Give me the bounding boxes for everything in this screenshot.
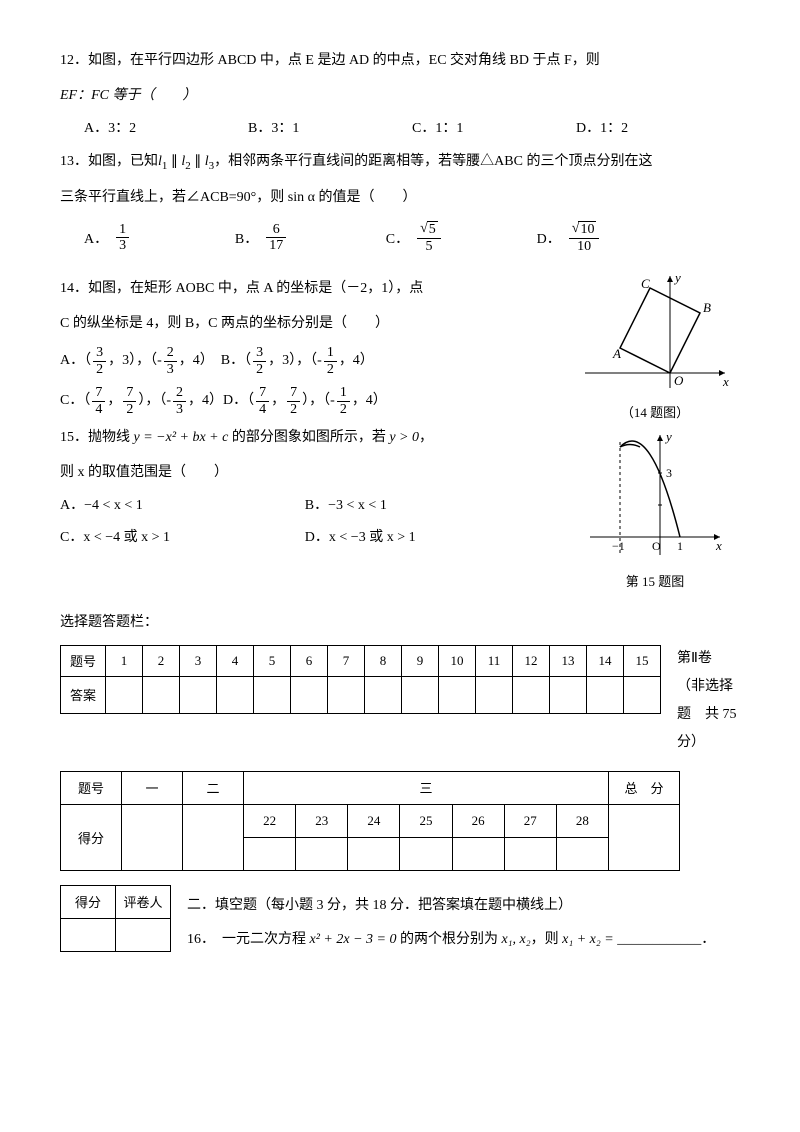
q14-line1: 14．如图，在矩形 AOBC 中，点 A 的坐标是（－2，1），点 — [60, 276, 570, 303]
q13-opt-b[interactable]: B． 617 — [235, 222, 386, 254]
q13-options: A． 13 B． 617 C． 55 D． 1010 — [84, 221, 740, 254]
q13-opt-c[interactable]: C． 55 — [386, 221, 537, 254]
q15-line2: 则 x 的取值范围是（ ） — [60, 460, 570, 487]
q14-line2: C 的纵坐标是 4，则 B，C 两点的坐标分别是（ ） — [60, 311, 570, 338]
svg-text:−1: −1 — [612, 539, 625, 553]
score-table: 题号 一 二 三 总 分 得分 22232425262728 — [60, 771, 680, 871]
svg-text:1: 1 — [677, 539, 683, 553]
answer-table: 题号 123456789101112131415 答案 — [60, 645, 661, 714]
svg-text:O: O — [674, 373, 684, 388]
q15-opt-d[interactable]: D．x < −3 或 x > 1 — [305, 526, 416, 546]
q15-opts-ab: A．−4 < x < 1 B．−3 < x < 1 — [60, 494, 570, 514]
q12-opt-b[interactable]: B．3：1 — [248, 117, 412, 137]
answer-row[interactable]: 答案 — [61, 676, 661, 713]
fig14-caption: （14 题图） — [570, 402, 740, 421]
q15-opt-b[interactable]: B．−3 < x < 1 — [305, 494, 387, 514]
q14-opts-cd[interactable]: C．（74，72），（-23，4）D．（74，72），（-12，4） — [60, 385, 570, 417]
marker-table: 得分评卷人 — [60, 885, 171, 952]
q14-opts-ab[interactable]: A．（32，3），（-23，4） B．（32，3），（-12，4） — [60, 345, 570, 377]
svg-text:A: A — [612, 346, 621, 361]
svg-text:y: y — [673, 270, 681, 285]
svg-text:x: x — [722, 374, 729, 389]
q15-opt-a[interactable]: A．−4 < x < 1 — [60, 494, 305, 514]
q16: 16． 一元二次方程 x² + 2x − 3 = 0 的两个根分别为 x₁, x… — [187, 927, 740, 954]
q12-opt-c[interactable]: C．1：1 — [412, 117, 576, 137]
q13-line2: 三条平行直线上，若∠ACB=90°，则 sin α 的值是（ ） — [60, 185, 740, 212]
q13-opt-a[interactable]: A． 13 — [84, 222, 235, 254]
q16-blank[interactable]: ____________ — [617, 932, 701, 947]
q15-opt-c[interactable]: C．x < −4 或 x > 1 — [60, 526, 305, 546]
q13-line1: 13．如图，已知l1 ∥ l2 ∥ l3，相邻两条平行直线间的距离相等，若等腰△… — [60, 149, 740, 177]
section2-label: 第Ⅱ卷（非选择题 共 75分） — [677, 645, 737, 757]
q12-opt-a[interactable]: A．3：2 — [84, 117, 248, 137]
svg-text:O: O — [652, 539, 661, 553]
part2-title: 二．填空题（每小题 3 分，共 18 分．把答案填在题中横线上） — [187, 893, 740, 920]
q12-text2: EF：FC 等于（ ） — [60, 83, 740, 110]
fig15-caption: 第 15 题图 — [570, 571, 740, 590]
svg-text:x: x — [715, 538, 722, 553]
fig-15: 3 −1 O 1 x y — [580, 427, 730, 567]
q12-text: 12．如图，在平行四边形 ABCD 中，点 E 是边 AD 的中点，EC 交对角… — [60, 48, 740, 75]
q15-opts-cd: C．x < −4 或 x > 1 D．x < −3 或 x > 1 — [60, 526, 570, 546]
answer-header: 选择题答题栏： — [60, 610, 740, 637]
q12-options: A．3：2 B．3：1 C．1：1 D．1：2 — [84, 117, 740, 137]
q13-opt-d[interactable]: D． 1010 — [537, 221, 688, 254]
fig-14: A B C O x y — [575, 268, 735, 398]
svg-text:B: B — [703, 300, 711, 315]
svg-text:C: C — [641, 276, 650, 291]
svg-text:y: y — [664, 429, 672, 444]
answer-header-row: 题号 123456789101112131415 — [61, 645, 661, 676]
q15-line1: 15．抛物线 y = −x² + bx + c 的部分图象如图所示，若 y > … — [60, 425, 570, 452]
svg-text:3: 3 — [666, 466, 672, 480]
q12-opt-d[interactable]: D．1：2 — [576, 117, 740, 137]
